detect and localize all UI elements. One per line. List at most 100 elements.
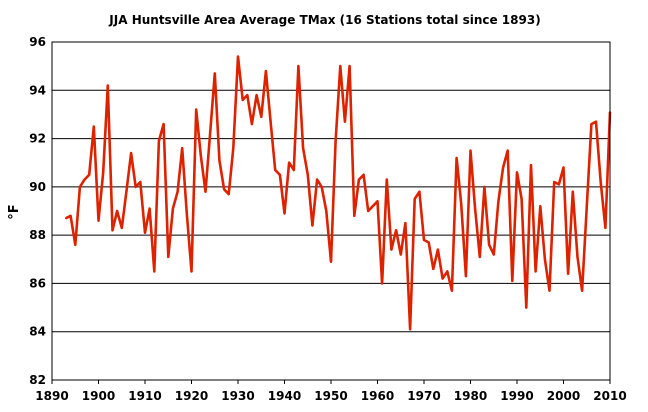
data-point	[376, 200, 379, 203]
x-tick-label: 2010	[593, 389, 626, 403]
data-point	[330, 260, 332, 263]
data-point	[395, 229, 398, 232]
data-point	[525, 306, 528, 309]
y-tick-label: 92	[29, 132, 46, 146]
x-tick-label: 1910	[128, 389, 161, 403]
data-point	[371, 205, 374, 208]
data-point	[106, 84, 109, 87]
data-point	[492, 253, 495, 256]
data-point	[464, 275, 467, 278]
x-tick-labels: 1890 1900 1910 1920 1930 1940 1950 1960 1970 1980…	[35, 380, 627, 403]
data-point	[195, 108, 198, 111]
data-point	[316, 178, 319, 181]
series-line-0	[65, 55, 612, 331]
data-point	[311, 224, 314, 227]
data-point	[269, 120, 272, 123]
y-tick-label: 94	[29, 83, 46, 97]
x-tick-label: 1900	[82, 389, 115, 403]
data-point	[88, 173, 91, 176]
y-tick-label: 82	[29, 373, 46, 387]
data-point	[423, 238, 425, 241]
data-point	[548, 289, 551, 292]
x-tick-label: 1990	[500, 389, 533, 403]
data-point	[385, 178, 388, 181]
data-point	[390, 248, 393, 251]
data-point	[218, 159, 221, 162]
chart-title: JJA Huntsville Area Average TMax (16 Sta…	[108, 13, 540, 27]
data-point	[399, 253, 402, 256]
data-point	[116, 210, 119, 212]
data-point	[325, 210, 328, 212]
data-point	[255, 94, 258, 97]
plot-frame	[51, 41, 611, 381]
x-tick-label: 1890	[35, 389, 68, 403]
data-point	[181, 147, 184, 150]
data-point	[483, 185, 486, 188]
data-point	[348, 65, 351, 68]
y-axis-label: °F	[7, 204, 22, 219]
y-tick-label: 96	[29, 35, 46, 49]
data-point	[144, 231, 146, 234]
data-point	[516, 171, 518, 174]
data-point	[176, 190, 179, 193]
data-point	[223, 188, 226, 191]
data-point	[139, 181, 142, 184]
x-tick-label: 1930	[221, 389, 254, 403]
data-point	[320, 185, 323, 188]
data-point	[306, 173, 309, 176]
data-point	[381, 282, 384, 285]
data-point	[264, 69, 267, 72]
data-point	[260, 115, 263, 118]
data-point	[232, 147, 235, 150]
gridlines	[52, 41, 610, 381]
y-tick-label: 88	[29, 228, 46, 242]
data-point	[488, 243, 491, 246]
data-point	[102, 171, 105, 174]
data-point	[436, 248, 439, 251]
data-point	[474, 207, 477, 210]
data-point	[111, 229, 114, 232]
data-point	[441, 277, 444, 280]
data-point	[153, 270, 156, 273]
data-point	[460, 202, 463, 205]
x-tick-label: 2000	[547, 389, 580, 403]
data-point	[506, 149, 509, 152]
y-tick-label: 86	[29, 276, 46, 290]
data-point	[162, 123, 165, 126]
data-point	[246, 94, 249, 97]
data-point	[237, 55, 239, 58]
data-point	[241, 98, 244, 101]
data-point	[297, 65, 300, 68]
y-tick-label: 90	[29, 180, 46, 194]
data-point	[497, 200, 500, 203]
data-point	[529, 164, 532, 167]
data-point	[334, 139, 337, 142]
data-point	[190, 270, 193, 273]
data-point	[227, 193, 230, 196]
data-point	[418, 190, 421, 193]
data-point	[562, 166, 565, 169]
data-point	[343, 120, 346, 123]
data-point	[576, 255, 579, 258]
data-point	[581, 289, 584, 292]
data-point	[167, 255, 170, 258]
data-point	[571, 190, 574, 193]
data-point	[539, 205, 542, 208]
series-group	[64, 55, 612, 331]
x-tick-label: 1980	[454, 389, 487, 403]
data-point	[599, 181, 602, 184]
data-point	[553, 181, 556, 184]
x-tick-label: 1920	[175, 389, 208, 403]
data-point	[567, 272, 570, 275]
data-point	[455, 156, 458, 159]
y-tick-label: 84	[29, 325, 46, 339]
data-point	[502, 166, 505, 169]
data-point	[288, 161, 291, 164]
data-point	[534, 270, 537, 273]
data-point	[185, 212, 188, 215]
data-point	[590, 123, 593, 126]
data-point	[209, 132, 212, 135]
data-point	[250, 123, 253, 126]
data-point	[357, 178, 360, 181]
y-tick-labels: 82 84 86 88 90 92 94 96	[29, 35, 46, 387]
